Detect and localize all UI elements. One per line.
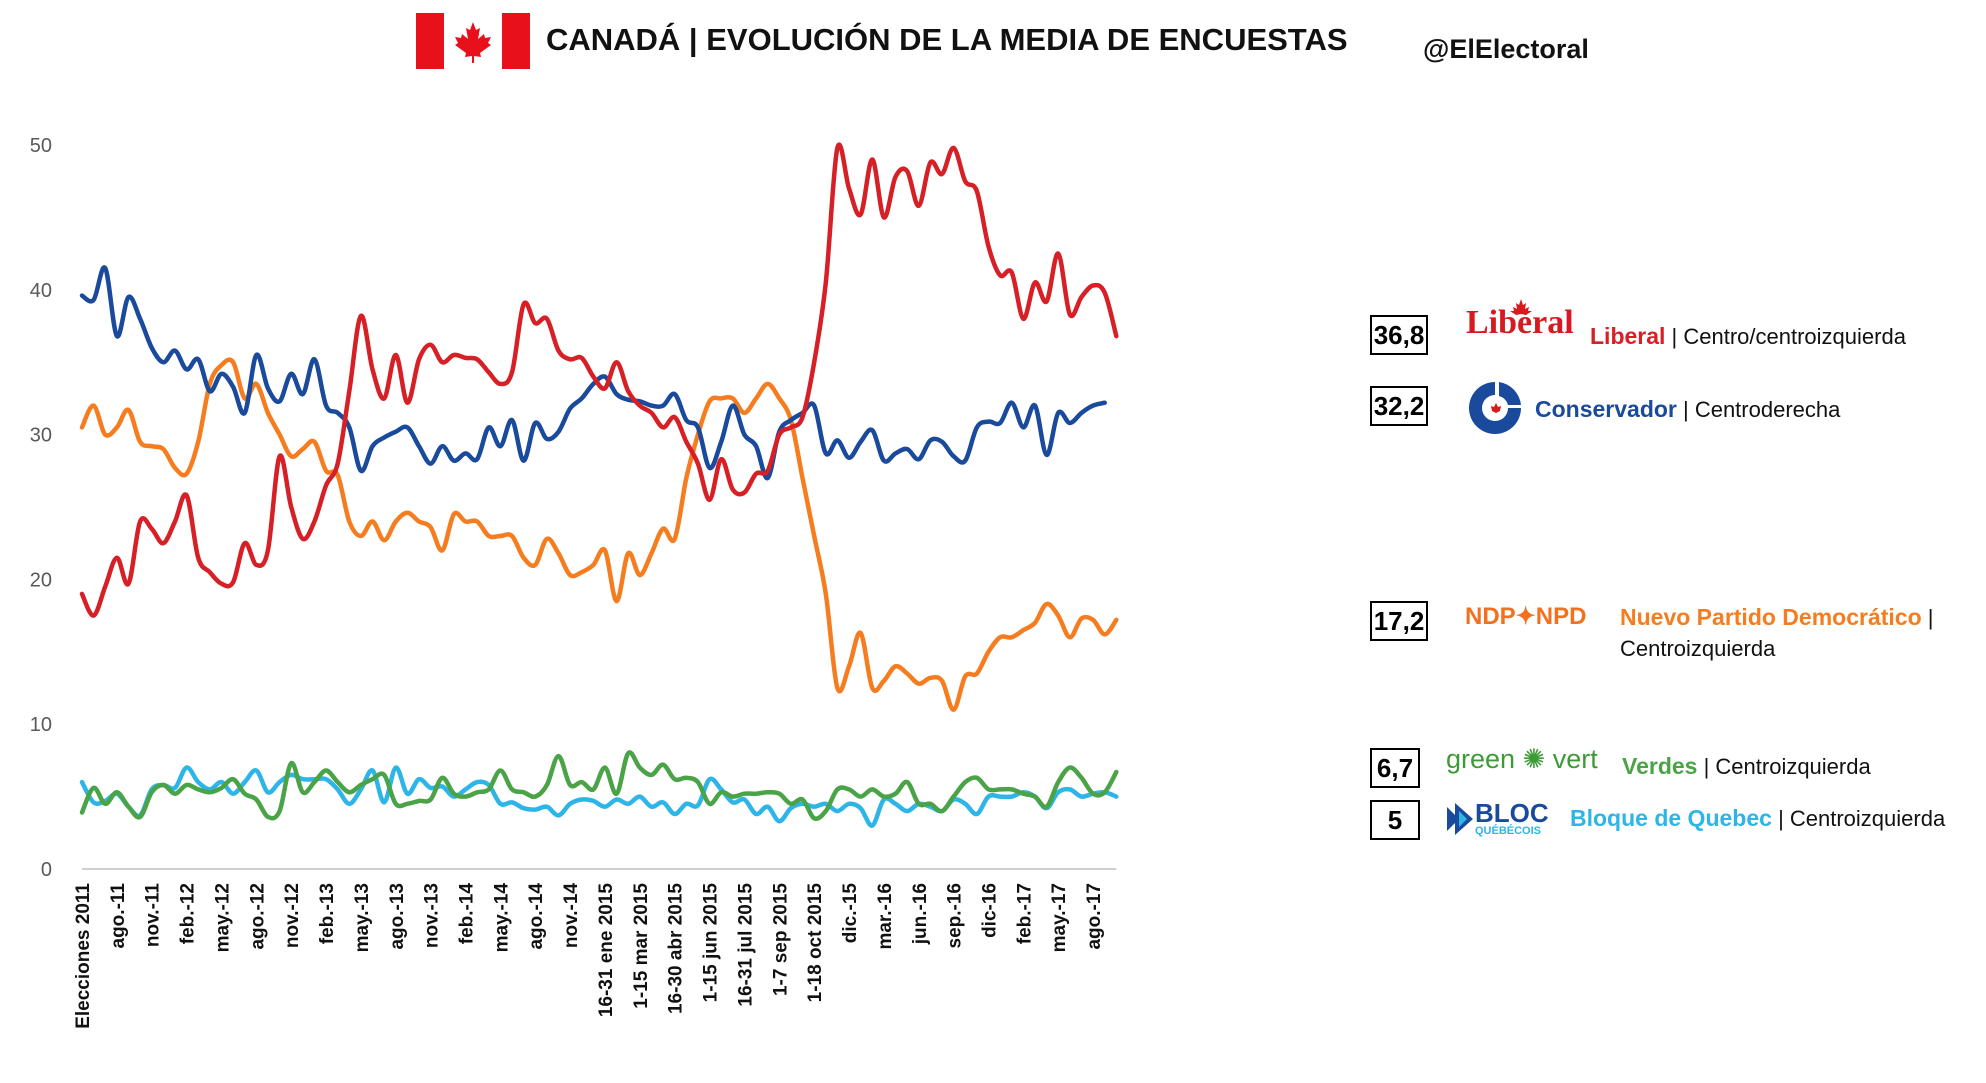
- liberal-value-box: 36,8: [1370, 315, 1428, 355]
- x-tick-label: 1-15 mar 2015: [631, 883, 652, 1009]
- conservative-logo: [1469, 382, 1521, 434]
- legend-conservador: Conservador | Centroderecha: [1535, 396, 1840, 423]
- y-tick-label: 0: [41, 859, 52, 881]
- y-tick-label: 30: [30, 425, 52, 447]
- x-tick-label: nov.-13: [422, 883, 443, 948]
- x-tick-label: 1-15 jun 2015: [701, 883, 722, 1003]
- x-tick-label: feb.-13: [317, 883, 338, 944]
- legend-verdes: Verdes | Centroizquierda: [1622, 753, 1871, 780]
- ndp-value-box: 17,2: [1370, 601, 1428, 641]
- x-tick-label: ago.-11: [108, 883, 129, 949]
- x-tick-label: 1-18 oct 2015: [805, 883, 826, 1003]
- x-tick-label: 16-31 jul 2015: [735, 883, 756, 1007]
- x-tick-label: may.-13: [352, 883, 373, 952]
- x-tick-label: may.-17: [1049, 883, 1070, 952]
- legend-conservador-name: Conservador: [1535, 396, 1677, 422]
- x-tick-label: sep.-16: [945, 883, 966, 948]
- legend-liberal-name: Liberal: [1590, 323, 1666, 349]
- x-tick-label: feb.-14: [457, 883, 478, 945]
- x-tick-label: mar.-16: [875, 883, 896, 950]
- x-tick-label: feb.-12: [178, 883, 199, 944]
- legend-bloque-ideology: | Centroizquierda: [1778, 806, 1946, 831]
- green-flower-icon: ✺: [1522, 744, 1546, 774]
- x-tick-label: dic.-15: [840, 883, 861, 944]
- series-line-conservador: [79, 265, 1107, 481]
- x-tick-label: nov.-12: [282, 883, 303, 948]
- conservador-value-box: 32,2: [1370, 386, 1428, 426]
- canada-flag-icon: [416, 13, 530, 69]
- bloque-value-box: 5: [1370, 800, 1420, 840]
- legend-bloque-name: Bloque de Quebec: [1570, 805, 1772, 831]
- x-tick-label: dic-16: [979, 883, 1000, 938]
- x-tick-label: ago.-14: [526, 883, 547, 950]
- ndp-logo: NDP✦NPD: [1465, 602, 1586, 631]
- bloc-logo-subtext: QUÉBÉCOIS: [1475, 825, 1542, 837]
- x-tick-label: jun.-16: [910, 883, 931, 945]
- legend-ndp: Nuevo Partido Democrático |: [1620, 604, 1933, 631]
- bloc-quebecois-logo: BLOC QUÉBÉCOIS: [1445, 800, 1549, 837]
- x-tick-label: nov.-11: [143, 883, 164, 947]
- maple-leaf-icon: [1510, 299, 1532, 315]
- legend-bloque: Bloque de Quebec | Centroizquierda: [1570, 805, 1945, 832]
- legend-ndp-ideology-separator: |: [1927, 605, 1934, 630]
- legend-ndp-ideology: Centroizquierda: [1620, 636, 1776, 661]
- x-tick-label: may.-14: [491, 883, 512, 953]
- y-tick-label: 40: [30, 280, 52, 302]
- x-tick-label: ago.-17: [1084, 883, 1105, 950]
- x-tick-label: Elecciones 2011: [73, 883, 94, 1029]
- x-tick-label: 16-30 abr 2015: [666, 883, 687, 1014]
- series-lines: [79, 142, 1119, 828]
- ndp-logo-text: NDP✦NPD: [1465, 603, 1587, 630]
- x-tick-label: may.-12: [212, 883, 233, 952]
- x-tick-label: feb.-17: [1014, 883, 1035, 944]
- series-line-liberal: [79, 142, 1119, 618]
- green-logo-text-left: green: [1446, 744, 1516, 774]
- author-handle: @ElElectoral: [1423, 34, 1589, 64]
- x-tick-label: 16-31 ene 2015: [596, 883, 617, 1018]
- legend-conservador-ideology: | Centroderecha: [1683, 397, 1841, 422]
- green-logo-text-right: vert: [1552, 744, 1598, 774]
- x-tick-label: ago.-12: [247, 883, 268, 950]
- y-tick-label: 50: [30, 135, 52, 157]
- bloc-logo-text: BLOC: [1475, 798, 1549, 828]
- series-line-ndp: [79, 357, 1119, 712]
- series-line-verdes: [79, 750, 1119, 822]
- legend-ndp-name: Nuevo Partido Democrático: [1620, 604, 1922, 630]
- legend-verdes-ideology: | Centroizquierda: [1703, 754, 1871, 779]
- x-tick-label: 1-7 sep 2015: [770, 883, 791, 996]
- verdes-value-box: 6,7: [1370, 748, 1420, 788]
- y-axis-labels: 0 10 20 30 40 50: [30, 135, 52, 881]
- y-tick-label: 10: [30, 714, 52, 736]
- legend-liberal: Liberal | Centro/centroizquierda: [1590, 323, 1906, 350]
- x-tick-label: nov.-14: [561, 883, 582, 949]
- x-tick-label: ago.-13: [387, 883, 408, 950]
- x-axis-labels: Elecciones 2011 ago.-11 nov.-11 feb.-12 may.…: [73, 883, 1105, 1029]
- legend-verdes-name: Verdes: [1622, 753, 1698, 779]
- y-tick-label: 20: [30, 569, 52, 591]
- green-party-logo: green ✺ vert: [1446, 744, 1598, 775]
- legend-liberal-ideology: | Centro/centroizquierda: [1671, 324, 1906, 349]
- bloc-fleur-icon: [1447, 802, 1473, 835]
- chart-title: CANADÁ | EVOLUCIÓN DE LA MEDIA DE ENCUES…: [546, 22, 1348, 57]
